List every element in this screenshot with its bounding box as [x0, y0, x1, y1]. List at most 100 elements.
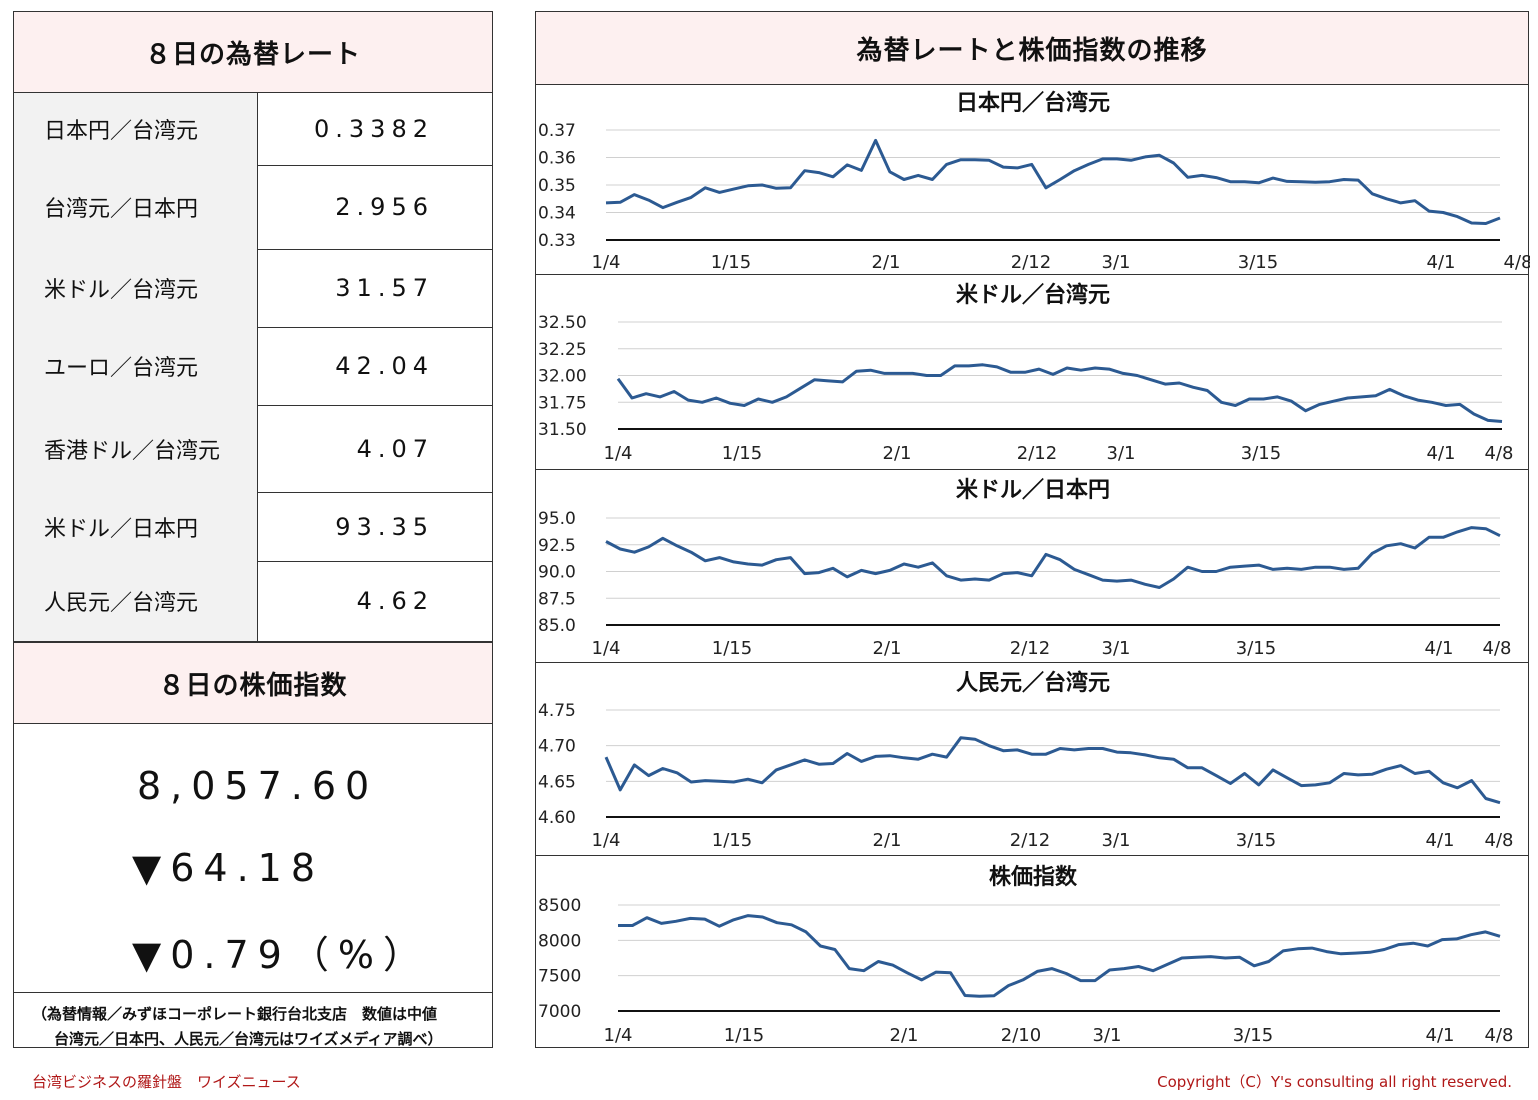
y-tick-label: 0.36	[538, 149, 576, 169]
x-tick-label: 1/15	[711, 252, 751, 273]
rate-value: 42.04	[335, 352, 434, 380]
y-tick-label: 0.34	[538, 204, 576, 224]
x-tick-label: 4/1	[1425, 638, 1454, 659]
x-tick-label: 2/12	[1017, 443, 1057, 464]
rate-label: 日本円／台湾元	[14, 93, 258, 165]
x-tick-label: 2/1	[890, 1025, 919, 1046]
x-tick-label: 3/15	[1233, 1025, 1273, 1046]
y-tick-label: 4.60	[538, 808, 576, 828]
x-tick-label: 1/4	[592, 830, 621, 851]
rate-row: 日本円／台湾元 0.3382	[14, 93, 492, 166]
x-tick-label: 1/15	[712, 638, 752, 659]
x-tick-label: 2/1	[873, 830, 902, 851]
chart-title: 米ドル／台湾元	[956, 282, 1110, 308]
x-tick-label: 2/12	[1010, 830, 1050, 851]
chart-divider	[536, 274, 1528, 275]
chart-title: 株価指数	[989, 864, 1078, 890]
y-tick-label: 7500	[538, 967, 581, 987]
chart-title: 米ドル／日本円	[956, 478, 1110, 503]
x-tick-label: 3/1	[1102, 252, 1131, 273]
y-tick-label: 0.35	[538, 176, 576, 196]
stock-title: ８日の株価指数	[14, 642, 492, 724]
x-tick-label: 3/1	[1107, 443, 1136, 464]
y-tick-label: 32.25	[538, 340, 587, 360]
stock-index-block: 8,057.60 ▼64.18 ▼0.79（%）	[14, 734, 492, 993]
x-tick-label: 1/15	[712, 830, 752, 851]
y-tick-label: 4.70	[538, 737, 576, 757]
x-tick-label: 2/1	[883, 443, 912, 464]
rate-label: 米ドル／台湾元	[14, 249, 258, 327]
chart-title: 日本円／台湾元	[956, 90, 1110, 116]
rate-row: 人民元／台湾元 4.62	[14, 561, 492, 642]
rate-row: 米ドル／台湾元 31.57	[14, 249, 492, 328]
x-tick-label: 3/15	[1236, 830, 1276, 851]
y-tick-label: 8500	[538, 896, 581, 916]
stock-index-change-pct: ▼0.79（%）	[132, 933, 430, 977]
footer-right: Copyright（C）Y's consulting all right res…	[1157, 1073, 1512, 1091]
x-tick-label: 4/8	[1483, 638, 1512, 659]
rates-panel: ８日の為替レート 日本円／台湾元 0.3382 台湾元／日本円 2.956 米ドル／台湾…	[13, 11, 493, 1048]
x-tick-label: 1/4	[604, 1025, 633, 1046]
rate-label: 台湾元／日本円	[14, 165, 258, 249]
y-tick-label: 4.65	[538, 772, 576, 792]
rate-row: 香港ドル／台湾元 4.07	[14, 405, 492, 493]
y-tick-label: 7000	[538, 1002, 581, 1022]
x-tick-label: 4/8	[1485, 443, 1514, 464]
rate-label: 香港ドル／台湾元	[14, 405, 258, 492]
x-tick-label: 4/8	[1485, 830, 1514, 851]
y-tick-label: 90.0	[538, 563, 576, 583]
x-tick-label: 2/12	[1010, 638, 1050, 659]
x-tick-label: 3/1	[1102, 638, 1131, 659]
stock-index-change: ▼64.18	[132, 846, 325, 890]
x-tick-label: 1/4	[604, 443, 633, 464]
x-tick-label: 2/1	[873, 638, 902, 659]
y-tick-label: 95.0	[538, 509, 576, 529]
series-line	[605, 138, 1501, 225]
x-tick-label: 1/15	[722, 443, 762, 464]
y-tick-label: 4.75	[538, 701, 576, 721]
x-tick-label: 2/12	[1011, 252, 1051, 273]
charts-title: 為替レートと株価指数の推移	[536, 12, 1528, 85]
charts-panel: 為替レートと株価指数の推移 日本円／台湾元 0.37 0.36 0.35 0.34 0.3…	[535, 11, 1530, 1048]
y-tick-label: 32.50	[538, 313, 587, 333]
y-tick-label: 85.0	[538, 616, 576, 636]
x-tick-label: 4/1	[1427, 443, 1456, 464]
y-tick-label: 31.75	[538, 393, 587, 413]
rate-value: 4.07	[356, 434, 434, 463]
source-note: （為替情報／みずほコーポレート銀行台北支店 数値は中値 台湾元／日本円、人民元／…	[14, 1002, 492, 1052]
rate-label: 人民元／台湾元	[14, 561, 258, 641]
rate-value: 31.57	[335, 274, 434, 302]
rate-row: 米ドル／日本円 93.35	[14, 492, 492, 562]
rate-row: 台湾元／日本円 2.956	[14, 165, 492, 250]
x-tick-label: 1/4	[592, 252, 621, 273]
x-tick-label: 4/1	[1427, 252, 1456, 273]
x-tick-label: 3/15	[1238, 252, 1278, 273]
y-tick-label: 0.33	[538, 231, 576, 251]
x-tick-label: 2/1	[872, 252, 901, 273]
source-note-line2: 台湾元／日本円、人民元／台湾元はワイズメディア調べ）	[54, 1030, 443, 1048]
rate-value: 0.3382	[314, 115, 434, 143]
rates-title: ８日の為替レート	[14, 12, 492, 93]
y-tick-label: 92.5	[538, 536, 576, 556]
footer-left: 台湾ビジネスの羅針盤 ワイズニュース	[32, 1073, 301, 1091]
charts-svg: 日本円／台湾元 0.37 0.36 0.35 0.34 0.33 1/4 1/15 2/1 2/1…	[538, 90, 1530, 1046]
x-tick-label: 3/1	[1102, 830, 1131, 851]
series-line	[604, 736, 1501, 805]
chart-divider	[536, 469, 1528, 470]
stock-index-value: 8,057.60	[137, 764, 379, 808]
rate-value: 4.62	[356, 587, 434, 615]
x-tick-label: 3/15	[1241, 443, 1281, 464]
chart-divider	[536, 855, 1528, 856]
y-tick-label: 8000	[538, 931, 581, 951]
y-tick-label: 31.50	[538, 420, 587, 440]
rate-value: 2.956	[335, 193, 434, 221]
rate-row: ユーロ／台湾元 42.04	[14, 327, 492, 406]
y-tick-label: 32.00	[538, 367, 587, 387]
rate-label: ユーロ／台湾元	[14, 327, 258, 405]
x-tick-label: 4/1	[1426, 830, 1455, 851]
chart-title: 人民元／台湾元	[956, 670, 1110, 696]
y-tick-label: 87.5	[538, 589, 576, 609]
y-tick-label: 0.37	[538, 121, 576, 141]
series-line	[605, 526, 1501, 589]
x-tick-label: 1/15	[724, 1025, 764, 1046]
